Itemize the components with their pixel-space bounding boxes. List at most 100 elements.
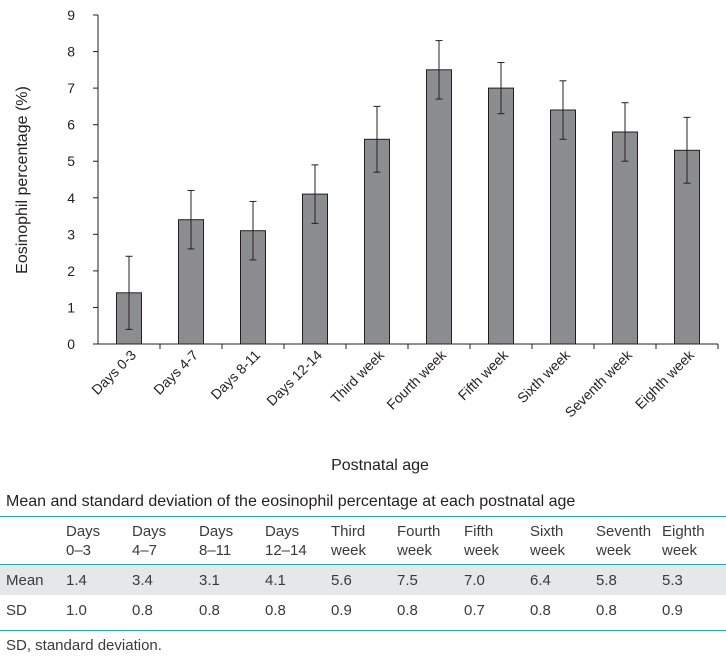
column-header-line1: Eighth — [662, 523, 705, 540]
table-cell: 5.6 — [325, 564, 391, 595]
column-header-line1: Third — [331, 523, 366, 540]
y-tick-label: 8 — [67, 44, 75, 60]
y-tick-label: 6 — [67, 117, 75, 133]
bar — [488, 87, 514, 345]
error-bar — [435, 40, 443, 100]
x-tick-label: Seventh week — [562, 346, 636, 420]
table-cell: 0.8 — [530, 601, 551, 619]
x-tick-label: Fifth week — [455, 346, 512, 403]
table-cell: 0.8 — [199, 601, 220, 619]
y-tick-label: 0 — [67, 336, 75, 352]
error-bar — [683, 116, 691, 184]
table-cell: 0.9 — [331, 601, 352, 619]
table-cell: 3.1 — [193, 564, 259, 595]
column-header: Days 8–11 — [193, 518, 259, 565]
error-bar — [249, 200, 257, 261]
table-title: Mean and standard deviation of the eosin… — [6, 493, 576, 510]
bars-layer — [116, 40, 700, 345]
column-header-line2: week — [530, 542, 566, 559]
column-header-line2: week — [464, 542, 500, 559]
x-tick-label: Third week — [327, 346, 387, 406]
x-tick-label: Days 0-3 — [88, 347, 139, 398]
table-header-row: Days 0–3 Days 4–7 Days 8–11 Days 12–14 Third week… — [0, 518, 726, 565]
column-header: Seventh week — [590, 518, 656, 565]
y-tick-label: 5 — [67, 153, 75, 169]
x-tick-label: Days 8-11 — [207, 347, 263, 403]
error-bar — [373, 105, 381, 173]
table-cell: 1.0 — [66, 601, 87, 619]
table-cell: 6.4 — [524, 564, 590, 595]
table-cell: 0.7 — [464, 601, 485, 619]
error-bar — [125, 255, 133, 330]
y-tick-label: 9 — [67, 7, 75, 23]
column-header: Eighth week — [656, 518, 726, 565]
y-tick-label: 1 — [67, 299, 75, 315]
column-header: Days 0–3 — [60, 518, 126, 565]
column-header: Days 12–14 — [259, 518, 325, 565]
column-header: Third week — [325, 518, 391, 565]
column-header-line2: week — [662, 542, 698, 559]
table-cell: 0.9 — [662, 601, 683, 619]
column-header: Fourth week — [391, 518, 458, 565]
table-cell: 4.1 — [259, 564, 325, 595]
x-tick-label: Days 12-14 — [263, 347, 325, 409]
row-label: SD — [6, 601, 27, 619]
column-header: Fifth week — [458, 518, 524, 565]
table-cell: 3.4 — [126, 564, 193, 595]
table-cell: 5.3 — [656, 564, 726, 595]
column-header-line1: Days — [199, 523, 234, 540]
x-tick-label: Sixth week — [514, 346, 574, 406]
x-tick-label: Eighth week — [632, 346, 698, 412]
row-label: Mean — [0, 564, 60, 595]
table-cell: 0.8 — [265, 601, 286, 619]
column-header-line2: 4–7 — [132, 542, 158, 559]
error-bar — [559, 80, 567, 140]
table-cell: 0.8 — [596, 601, 617, 619]
column-header-line1: Fourth — [397, 523, 441, 540]
column-header-line1: Days — [66, 523, 101, 540]
table-cell: 0.8 — [132, 601, 153, 619]
error-bar — [497, 62, 505, 115]
bar-chart: Days 0-3 Days 4-7 Days 8-11 Days 12-14 Third… — [14, 7, 719, 474]
column-header-line2: 12–14 — [265, 542, 307, 559]
bar — [550, 109, 576, 345]
table-footnote: SD, standard deviation. — [6, 637, 162, 654]
data-table: Days 0–3 Days 4–7 Days 8–11 Days 12–14 Third week… — [0, 518, 726, 625]
column-header-line1: Days — [265, 523, 300, 540]
table-cell: 7.5 — [391, 564, 458, 595]
error-bar — [311, 164, 319, 224]
y-tick-label: 4 — [67, 190, 75, 206]
column-header-line1: Sixth — [530, 523, 564, 540]
x-tick-label: Fourth week — [383, 346, 449, 412]
table-bottom-rule — [0, 630, 726, 631]
bar — [612, 131, 638, 345]
x-axis-title: Postnatal age — [331, 457, 429, 474]
y-tick-label: 3 — [67, 226, 75, 242]
column-header-line1: Seventh — [596, 523, 652, 540]
error-bar — [187, 189, 195, 250]
table-row: SD 1.0 0.8 0.8 0.8 0.9 0.8 0.7 0.8 0.8 0.9 — [0, 595, 726, 625]
table-row: Mean 1.4 3.4 3.1 4.1 5.6 7.5 7.0 6.4 5.8 5.3 — [0, 564, 726, 595]
y-tick-label: 7 — [67, 80, 75, 96]
axes-layer — [93, 14, 719, 349]
column-header-line2: 8–11 — [199, 542, 232, 559]
y-axis-title: Eosinophil percentage (%) — [14, 86, 31, 274]
error-bar — [621, 102, 629, 162]
bar — [426, 69, 452, 345]
x-tick-label: Days 4-7 — [150, 347, 201, 398]
column-header-line2: week — [397, 542, 433, 559]
table-top-rule — [0, 516, 726, 517]
column-header-line2: 0–3 — [66, 542, 92, 559]
y-tick-label: 2 — [67, 263, 75, 279]
header-corner-cell — [0, 518, 60, 565]
table-cell: 5.8 — [590, 564, 656, 595]
column-header-line1: Days — [132, 523, 167, 540]
table-cell: 7.0 — [458, 564, 524, 595]
column-header-line2: week — [331, 542, 367, 559]
column-header: Sixth week — [524, 518, 590, 565]
column-header: Days 4–7 — [126, 518, 193, 565]
column-header-line2: week — [596, 542, 632, 559]
table-cell: 1.4 — [60, 564, 126, 595]
table-cell: 0.8 — [397, 601, 418, 619]
column-header-line1: Fifth — [464, 523, 494, 540]
